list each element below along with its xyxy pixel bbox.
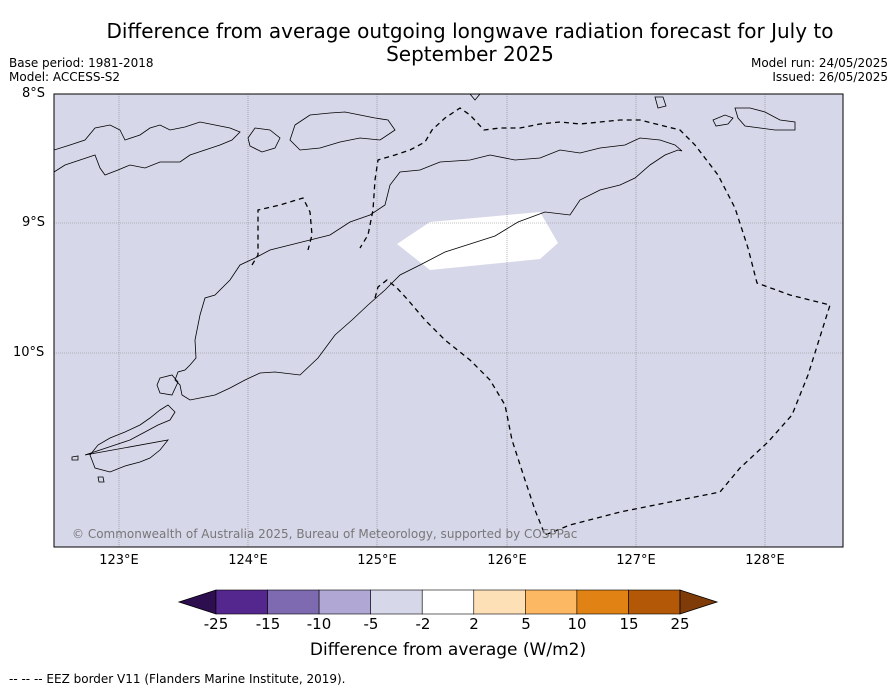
colorbar-tick-label: 25 (670, 615, 690, 633)
gridlines (54, 94, 843, 547)
colorbar-extend-low (177, 589, 217, 615)
colorbar-segment (628, 589, 681, 615)
meta-left: Base period: 1981-2018 Model: ACCESS-S2 (9, 56, 154, 84)
coastline-atauro (654, 96, 667, 109)
colorbar-tick-label: -5 (363, 615, 379, 633)
coastline-savu (71, 455, 79, 461)
model-name: Model: ACCESS-S2 (9, 70, 121, 84)
coastline-semau (156, 374, 179, 396)
map-frame (53, 93, 844, 548)
colorbar-tick-label: -25 (203, 615, 229, 633)
coastline-flores (54, 121, 241, 176)
colorbar-tick-label: -15 (255, 615, 281, 633)
coastline-timor (174, 137, 683, 401)
lon-label-125e: 125°E (357, 553, 397, 568)
colorbar-segment (525, 589, 578, 615)
lon-label-123e: 123°E (99, 553, 139, 568)
coastline-alor (289, 111, 396, 151)
base-period: Base period: 1981-2018 (9, 56, 154, 70)
colorbar-segment (215, 589, 268, 615)
coastlines (54, 94, 796, 483)
coastline-liran (712, 114, 734, 127)
coastline-pantar (247, 127, 281, 153)
colorbar-segment (318, 589, 371, 615)
coastline-ndana (97, 476, 105, 483)
eez-border-oecusse (251, 197, 313, 266)
coastline-rote (84, 404, 176, 473)
map-background (53, 93, 844, 548)
colorbar-tick-label: 10 (567, 615, 587, 633)
lon-label-127e: 127°E (616, 553, 656, 568)
colorbar-tick-label: -2 (415, 615, 431, 633)
colorbar-segment (576, 589, 629, 615)
eez-border-timor-leste (359, 107, 831, 536)
colorbar-title: Difference from average (W/m2) (309, 640, 587, 660)
eez-borders (251, 107, 831, 536)
anomaly-patch-white (397, 212, 558, 270)
colorbar-tick-label: 15 (619, 615, 639, 633)
colorbar-segment (473, 589, 526, 615)
lon-label-128e: 128°E (745, 553, 785, 568)
colorbar-tick-label: 5 (521, 615, 531, 633)
chart-title: Difference from average outgoing longwav… (106, 19, 834, 66)
copyright-notice: © Commonwealth of Australia 2025, Bureau… (72, 527, 578, 541)
coastline-wetar (734, 107, 796, 131)
eez-note: -- -- -- EEZ border V11 (Flanders Marine… (9, 672, 346, 686)
colorbar (177, 589, 719, 615)
meta-right: Model run: 24/05/2025 Issued: 26/05/2025 (751, 56, 888, 84)
lat-label-9s: 9°S (22, 215, 46, 230)
issued-date: Issued: 26/05/2025 (772, 70, 888, 84)
colorbar-tick-label: -10 (306, 615, 332, 633)
colorbar-tick-label: 2 (469, 615, 479, 633)
lat-label-8s: 8°S (22, 86, 46, 101)
colorbar-extend-high (679, 589, 719, 615)
lon-label-124e: 124°E (228, 553, 268, 568)
lon-label-126e: 126°E (487, 553, 527, 568)
colorbar-segment (421, 589, 475, 615)
lat-label-10s: 10°S (13, 345, 45, 360)
colorbar-segment (267, 589, 320, 615)
model-run: Model run: 24/05/2025 (750, 56, 888, 70)
coastline-kambing (469, 94, 481, 101)
colorbar-segment (370, 589, 423, 615)
